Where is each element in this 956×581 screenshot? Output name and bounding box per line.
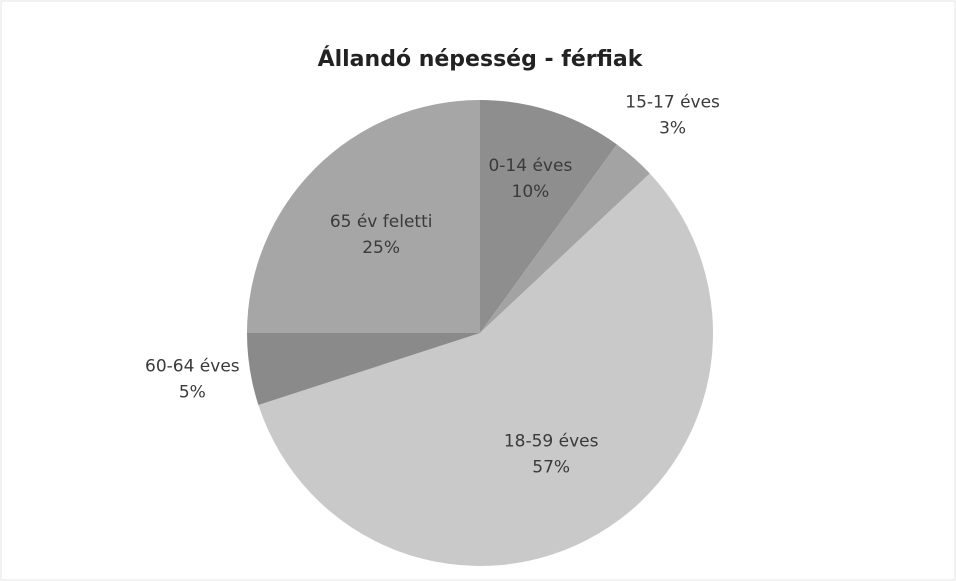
slice-value-label: 5% <box>179 383 206 403</box>
chart-title: Állandó népesség - férfiak <box>318 46 644 72</box>
slice-label: 60-64 éves <box>145 357 240 377</box>
slice-label: 15-17 éves <box>625 93 720 113</box>
slice-value-label: 25% <box>362 238 400 258</box>
pie-slice <box>258 173 713 566</box>
pie-slice <box>480 144 650 333</box>
slice-value-label: 57% <box>532 457 570 477</box>
slice-label: 18-59 éves <box>504 431 599 451</box>
pie-slice <box>247 333 480 406</box>
pie-slice <box>247 100 480 333</box>
slice-label: 0-14 éves <box>488 156 572 176</box>
slice-value-label: 3% <box>659 119 686 139</box>
slice-value-label: 10% <box>512 182 550 202</box>
slice-label: 65 év feletti <box>330 212 433 232</box>
pie-slice <box>480 100 617 333</box>
